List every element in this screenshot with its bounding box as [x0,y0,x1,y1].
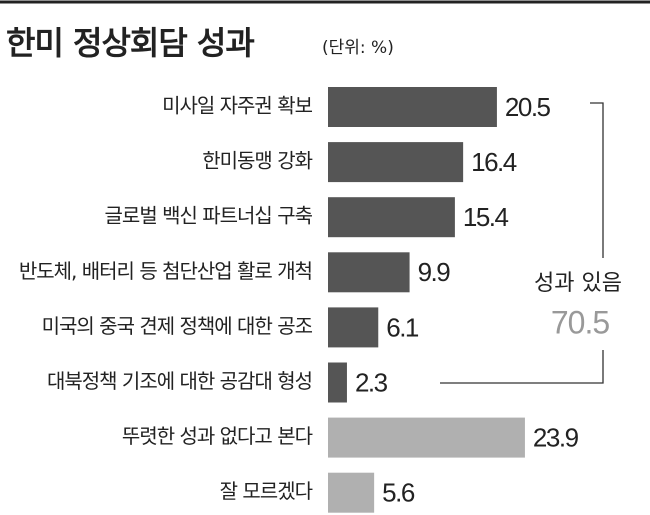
bar [328,142,464,183]
annotation-label: 성과 있음 [534,271,622,296]
value-label: 5.6 [382,478,415,508]
category-label: 대북정책 기조에 대한 공감대 형성 [47,369,312,393]
bar [328,197,455,238]
category-label: 미사일 자주권 확보 [162,94,313,118]
value-label: 6.1 [386,312,419,342]
value-label: 16.4 [471,147,517,177]
value-label: 15.4 [463,202,509,232]
category-label: 글로벌 백신 파트너십 구축 [105,204,313,228]
bar [328,87,497,127]
value-label: 2.3 [355,367,388,397]
bar [328,417,525,458]
bar [328,252,410,293]
category-label: 한미동맹 강화 [202,149,312,173]
bar [328,472,375,513]
category-label: 잘 모르겠다 [220,479,313,503]
bracket [440,350,604,384]
bar [328,307,379,348]
chart-title: 한미 정상회담 성과 [6,24,254,62]
category-label: 반도체, 배터리 등 첨단산업 활로 개척 [19,259,312,283]
bar [328,362,347,403]
bracket [590,102,604,258]
value-label: 9.9 [418,257,451,287]
category-label: 뚜렷한 성과 없다고 본다 [122,424,313,448]
chart-subtitle: (단위: %) [322,38,394,58]
value-label: 23.9 [533,422,579,452]
value-label: 20.5 [505,92,551,122]
annotation-value: 70.5 [551,304,609,340]
category-label: 미국의 중국 견제 정책에 대한 공조 [42,314,313,338]
